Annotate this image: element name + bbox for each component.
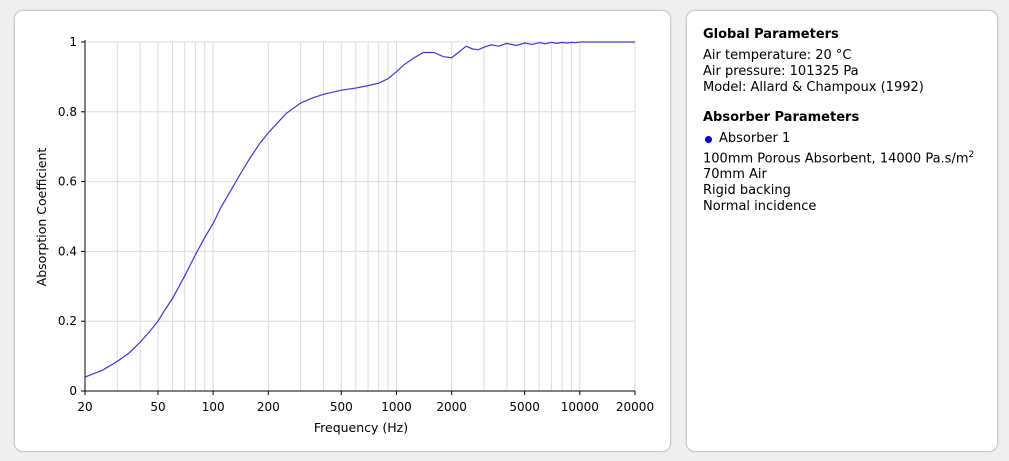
x-tick-label: 50 [150, 400, 165, 414]
backing-text: Rigid backing [703, 183, 791, 199]
y-tick-label: 0.2 [58, 314, 77, 328]
y-tick-label: 0.6 [58, 175, 77, 189]
x-tick-label: 500 [330, 400, 353, 414]
x-tick-label: 20000 [616, 400, 654, 414]
layer2-text: 70mm Air [703, 167, 767, 183]
absorber-legend-entry: Absorber 1 [703, 131, 981, 147]
chart-series [84, 41, 635, 378]
layer1-unit-exponent: 2 [968, 150, 975, 160]
layer1-description: 100mm Porous Absorbent, 14000 Pa.s/m [703, 151, 969, 167]
y-tick-label: 1 [69, 35, 77, 49]
air-pressure-text: Air pressure: 101325 Pa [703, 64, 859, 79]
x-tick-label: 100 [202, 400, 225, 414]
x-tick-label: 5000 [509, 400, 540, 414]
chart-panel: 0 0.2 0.4 0.6 0.8 1 20 50 100 200 500 1000 2000 5000 1… [14, 10, 671, 452]
x-axis-title: Frequency (Hz) [314, 420, 408, 435]
info-panel: Global Parameters Air temperature: 20 °C… [686, 10, 998, 452]
chart-axes [81, 40, 636, 395]
layer1-text: 100mm Porous Absorbent, 14000 Pa.s/m2 [703, 147, 981, 167]
absorber-name: Absorber 1 [719, 131, 791, 146]
absorber-bullet-icon [705, 135, 712, 143]
absorber-1-series-line [84, 41, 635, 378]
x-tick-label: 1000 [381, 400, 412, 414]
x-tick-label: 200 [257, 400, 280, 414]
chart-tick-labels: 0 0.2 0.4 0.6 0.8 1 20 50 100 200 500 1000 2000 5000 1… [58, 35, 654, 414]
chart-grid [84, 41, 636, 392]
x-tick-label: 10000 [561, 400, 599, 414]
air-temperature-text: Air temperature: 20 °C [703, 48, 852, 63]
y-tick-label: 0 [69, 384, 77, 398]
y-tick-label: 0.8 [58, 105, 77, 119]
x-tick-label: 2000 [436, 400, 467, 414]
y-axis-title: Absorption Coefficient [34, 148, 49, 287]
absorption-chart: 0 0.2 0.4 0.6 0.8 1 20 50 100 200 500 1000 2000 5000 1… [34, 35, 654, 435]
absorber-parameters-heading: Absorber Parameters [703, 110, 860, 125]
model-text: Model: Allard & Champoux (1992) [703, 80, 924, 95]
global-parameters-heading: Global Parameters [703, 27, 839, 42]
incidence-text: Normal incidence [703, 199, 817, 215]
x-tick-label: 20 [77, 400, 92, 414]
y-tick-label: 0.4 [58, 244, 77, 258]
